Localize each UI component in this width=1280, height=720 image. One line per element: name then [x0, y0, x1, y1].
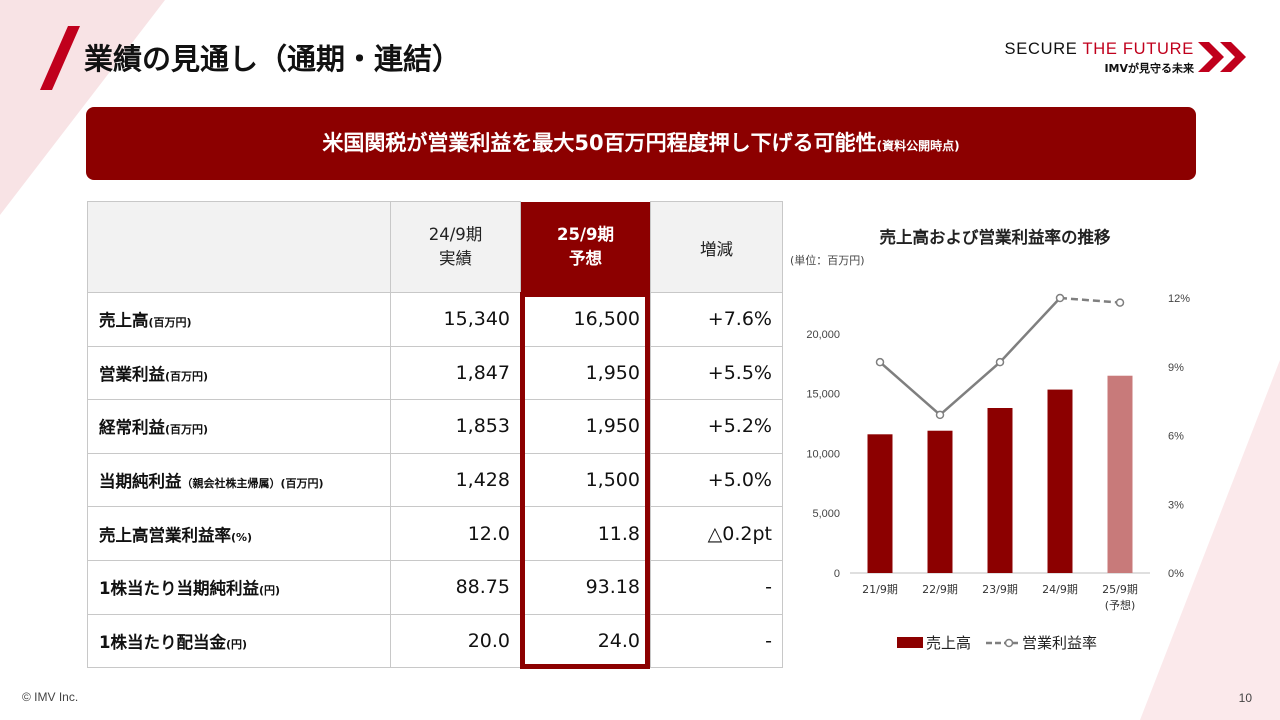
cell-actual: 1,428: [390, 452, 521, 508]
chart-title: 売上高および営業利益率の推移: [879, 228, 1111, 247]
table-row: 売上高(百万円) 15,340 16,500 +7.6%: [87, 292, 783, 347]
copyright: © IMV Inc.: [22, 690, 79, 704]
earnings-forecast-table: 24/9期 実績 25/9期 予想 増減 売上高(百万円) 15,340 16,50…: [87, 201, 783, 669]
sales-bar: [927, 430, 953, 573]
sales-bar: [867, 434, 893, 573]
cell-actual: 20.0: [390, 613, 521, 669]
headline-banner: 米国関税が営業利益を最大50百万円程度押し下げる可能性(資料公開時点): [86, 107, 1196, 180]
x-tick-label: 22/9期: [922, 583, 958, 596]
y-right-tick-label: 9%: [1168, 362, 1184, 374]
brand-subtitle: IMVが見守る未来: [1104, 62, 1194, 75]
chart-legend: 売上高 営業利益率: [897, 632, 1097, 653]
cell-change: -: [650, 613, 783, 669]
page-title: 業績の見通し（通期・連結）: [84, 42, 462, 76]
brand-logo: SECURE THE FUTURE IMVが見守る未来: [1005, 40, 1252, 76]
table-header-row: 24/9期 実績 25/9期 予想 増減: [87, 201, 783, 293]
y-left-tick-label: 20,000: [806, 329, 840, 341]
cell-forecast: 11.8: [520, 506, 651, 561]
legend-line-swatch: [986, 638, 1019, 647]
table-row: 売上高営業利益率(%) 12.0 11.8 △0.2pt: [87, 506, 783, 561]
margin-line-actual: [879, 297, 1061, 417]
cell-forecast: 24.0: [520, 613, 651, 669]
cell-forecast: 16,500: [520, 292, 651, 347]
x-tick-note: (予想): [1105, 598, 1136, 612]
margin-point: [875, 357, 885, 367]
table-row: 1株当たり当期純利益(円) 88.75 93.18 -: [87, 559, 783, 615]
cell-change: +7.6%: [650, 292, 783, 347]
legend-bar-swatch: [897, 637, 923, 648]
cell-change: +5.0%: [650, 452, 783, 508]
page-number: 10: [1238, 691, 1252, 705]
cell-actual: 15,340: [390, 292, 521, 347]
row-label: 当期純利益（親会社株主帰属）(百万円): [87, 452, 391, 508]
y-left-tick-label: 0: [834, 568, 840, 580]
cell-actual: 12.0: [390, 506, 521, 561]
table-header-change: 増減: [650, 201, 783, 293]
margin-point: [995, 357, 1005, 367]
x-tick-label: 24/9期: [1042, 583, 1078, 596]
y-left-tick-label: 15,000: [806, 389, 840, 401]
table-row: 営業利益(百万円) 1,847 1,950 +5.5%: [87, 345, 783, 401]
cell-change: +5.2%: [650, 399, 783, 454]
y-right-tick-label: 0%: [1168, 568, 1184, 580]
cell-forecast: 1,950: [520, 399, 651, 454]
cell-forecast: 1,500: [520, 452, 651, 508]
cell-change: △0.2pt: [650, 506, 783, 561]
row-label: 1株当たり配当金(円): [87, 613, 391, 669]
x-tick-label: 23/9期: [982, 583, 1018, 596]
cell-forecast: 1,950: [520, 345, 651, 401]
title-slash-icon: [40, 26, 80, 90]
margin-point: [1055, 293, 1065, 303]
cell-actual: 88.75: [390, 559, 521, 615]
cell-change: -: [650, 559, 783, 615]
y-right-tick-label: 12%: [1168, 293, 1190, 305]
y-left-tick-label: 10,000: [806, 448, 840, 460]
sales-bar: [1047, 389, 1073, 573]
x-tick-label: 25/9期: [1102, 583, 1138, 596]
sales-bar: [987, 408, 1013, 573]
legend-sales-label: 売上高: [926, 634, 972, 652]
table-row: 1株当たり配当金(円) 20.0 24.0 -: [87, 613, 783, 669]
banner-text: 米国関税が営業利益を最大50百万円程度押し下げる可能性: [322, 131, 877, 155]
margin-line-forecast: [1059, 296, 1121, 304]
brand-tagline: SECURE THE FUTURE: [1004, 40, 1194, 58]
cell-actual: 1,853: [390, 399, 521, 454]
x-tick-label: 21/9期: [862, 583, 898, 596]
row-label: 1株当たり当期純利益(円): [87, 559, 391, 615]
cell-change: +5.5%: [650, 345, 783, 401]
cell-forecast: 93.18: [520, 559, 651, 615]
legend-margin-label: 営業利益率: [1022, 634, 1098, 652]
cell-actual: 1,847: [390, 345, 521, 401]
sales-margin-chart: 0 5,000 10,000 15,000 20,000 0% 3% 6% 9% 12% 21/9期…: [806, 293, 1190, 612]
row-label: 売上高営業利益率(%): [87, 506, 391, 561]
margin-point: [1115, 298, 1125, 307]
table-header-label: [87, 201, 391, 293]
margin-point: [935, 410, 945, 420]
table-header-forecast: 25/9期 予想: [520, 201, 651, 293]
row-label: 経常利益(百万円): [87, 399, 391, 454]
table-header-actual: 24/9期 実績: [390, 201, 521, 293]
row-label: 売上高(百万円): [87, 292, 391, 347]
row-label: 営業利益(百万円): [87, 345, 391, 401]
banner-note: (資料公開時点): [876, 139, 960, 153]
double-chevron-icon: [1198, 42, 1246, 72]
table-row: 当期純利益（親会社株主帰属）(百万円) 1,428 1,500 +5.0%: [87, 452, 783, 508]
y-right-tick-label: 6%: [1168, 431, 1184, 443]
y-right-tick-label: 3%: [1168, 499, 1184, 511]
table-row: 経常利益(百万円) 1,853 1,950 +5.2%: [87, 399, 783, 454]
chart-unit: (単位：百万円): [790, 254, 865, 267]
y-left-tick-label: 5,000: [812, 508, 840, 520]
sales-bar: [1107, 375, 1133, 573]
